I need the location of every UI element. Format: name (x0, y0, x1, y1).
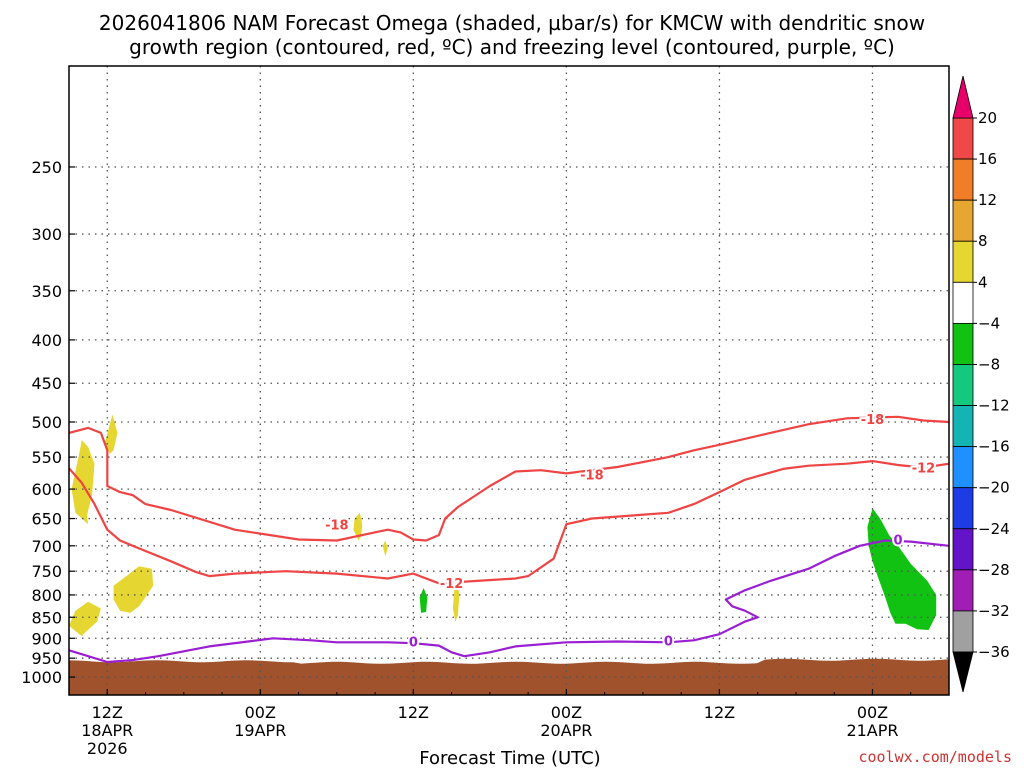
colorbar-top-triangle (952, 75, 974, 119)
y-tick-label: 950 (31, 649, 62, 668)
y-tick-label: 850 (31, 608, 62, 627)
x-tick-label: 18APR (81, 721, 133, 740)
contour-label: -18 (861, 413, 885, 428)
colorbar-segment (952, 364, 974, 406)
omega-shaded-region (69, 601, 101, 637)
contour-label: -18 (580, 468, 604, 483)
contour-line (69, 539, 949, 664)
chart-title-line-1: 2026041806 NAM Forecast Omega (shaded, µ… (99, 11, 925, 35)
y-tick-label: 1000 (21, 668, 62, 687)
colorbar-label: −24 (978, 520, 1010, 538)
x-tick-label: 2026 (87, 739, 128, 758)
x-tick-label: 00Z (551, 703, 582, 722)
y-tick-label: 900 (31, 629, 62, 648)
chart-title-line-2: growth region (contoured, red, ºC) and f… (129, 35, 895, 59)
axes: 250 300 350 400 450 500 550 600 650 700 750 800 850 9… (21, 65, 950, 758)
colorbar-label: −12 (978, 397, 1010, 415)
omega-shaded-region (452, 580, 460, 622)
plot-frame (68, 65, 950, 696)
y-tick-label: 550 (31, 448, 62, 467)
contour-label: -12 (912, 461, 936, 476)
colorbar-label: 12 (978, 191, 997, 209)
contour-label: 0 (893, 534, 902, 549)
x-tick-label: 21APR (846, 721, 898, 740)
colorbar-segment (952, 158, 974, 201)
y-tick-label: 450 (31, 374, 62, 393)
y-tick-label: 300 (31, 225, 62, 244)
y-tick-label: 500 (31, 413, 62, 432)
colorbar-label: 8 (978, 232, 988, 250)
x-tick-label: 19APR (234, 721, 286, 740)
colorbar-label: −36 (978, 643, 1010, 661)
omega-shaded-region (71, 440, 95, 525)
colorbar-segment (952, 322, 974, 365)
contour-line (69, 415, 949, 542)
colorbar-segment (952, 487, 974, 530)
x-tick-label: 12Z (92, 703, 123, 722)
contour-label: -12 (440, 577, 464, 592)
x-tick-label: 00Z (857, 703, 888, 722)
colorbar-label: −8 (978, 355, 1000, 373)
x-tick-label: 20APR (540, 721, 592, 740)
x-tick-label: 12Z (704, 703, 735, 722)
y-tick-label: 650 (31, 510, 62, 529)
y-tick-label: 350 (31, 282, 62, 301)
colorbar-segment (952, 281, 974, 324)
colorbar-label: 20 (978, 109, 997, 127)
colorbar-label: −28 (978, 561, 1010, 579)
omega-shaded-region (419, 588, 428, 613)
contour-label: 0 (409, 635, 418, 650)
colorbar-label: −32 (978, 602, 1010, 620)
omega-shaded-region (113, 566, 154, 613)
site-credit: coolwx.com/models (858, 748, 1012, 766)
colorbar-bottom-triangle (952, 651, 974, 693)
x-axis-title: Forecast Time (UTC) (419, 748, 600, 768)
contours: -18 -18 -18 -12 -12 0 0 0 (69, 411, 949, 664)
colorbar: 20 16 12 8 4 −4 −8 −12 −16 −20 −24 −28 −32 −36 (952, 75, 1010, 693)
colorbar-segment (952, 528, 974, 571)
y-tick-label: 800 (31, 586, 62, 605)
omega-shaded-region (867, 508, 937, 630)
y-tick-label: 250 (31, 158, 62, 177)
colorbar-segment (952, 446, 974, 489)
y-tick-label: 750 (31, 562, 62, 581)
colorbar-segment (952, 610, 974, 653)
contour-label: -18 (325, 518, 349, 533)
colorbar-label: −20 (978, 479, 1010, 497)
plot-area (69, 66, 949, 695)
x-tick-label: 12Z (398, 703, 429, 722)
grid-lines (69, 66, 949, 695)
y-tick-label: 400 (31, 331, 62, 350)
colorbar-segment (952, 117, 974, 160)
colorbar-label: −16 (978, 438, 1010, 456)
colorbar-segment (952, 199, 974, 242)
y-tick-label: 600 (31, 480, 62, 499)
colorbar-segment (952, 240, 974, 283)
terrain-fill (69, 658, 949, 695)
colorbar-segment (952, 569, 974, 612)
contour-line (69, 460, 949, 585)
x-tick-label: 00Z (245, 703, 276, 722)
colorbar-label: 16 (978, 150, 997, 168)
y-tick-label: 700 (31, 537, 62, 556)
colorbar-label: 4 (978, 273, 988, 291)
colorbar-label: −4 (978, 314, 1000, 332)
omega-shaded-region (353, 512, 363, 541)
colorbar-segment (952, 405, 974, 448)
contour-label: 0 (664, 635, 673, 650)
omega-shaded-region (382, 540, 388, 557)
